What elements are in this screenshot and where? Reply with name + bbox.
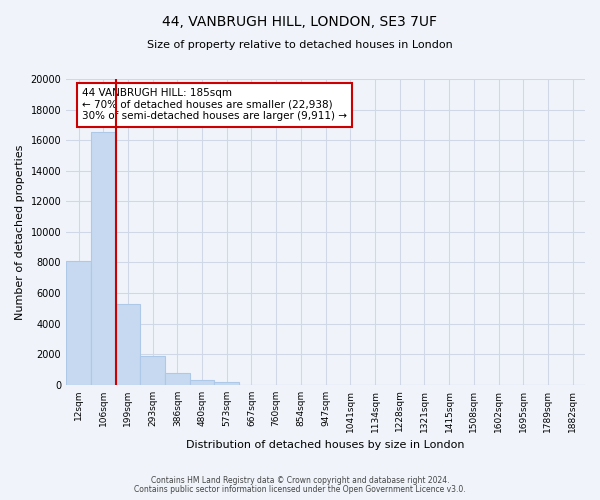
Bar <box>190 380 214 384</box>
Text: 44 VANBRUGH HILL: 185sqm
← 70% of detached houses are smaller (22,938)
30% of se: 44 VANBRUGH HILL: 185sqm ← 70% of detach… <box>82 88 347 122</box>
Bar <box>140 356 165 384</box>
Text: 44, VANBRUGH HILL, LONDON, SE3 7UF: 44, VANBRUGH HILL, LONDON, SE3 7UF <box>163 15 437 29</box>
Bar <box>116 304 140 384</box>
X-axis label: Distribution of detached houses by size in London: Distribution of detached houses by size … <box>187 440 465 450</box>
Text: Size of property relative to detached houses in London: Size of property relative to detached ho… <box>147 40 453 50</box>
Bar <box>66 261 91 384</box>
Y-axis label: Number of detached properties: Number of detached properties <box>15 144 25 320</box>
Text: Contains public sector information licensed under the Open Government Licence v3: Contains public sector information licen… <box>134 485 466 494</box>
Bar <box>214 382 239 384</box>
Text: Contains HM Land Registry data © Crown copyright and database right 2024.: Contains HM Land Registry data © Crown c… <box>151 476 449 485</box>
Bar <box>91 132 116 384</box>
Bar <box>165 373 190 384</box>
